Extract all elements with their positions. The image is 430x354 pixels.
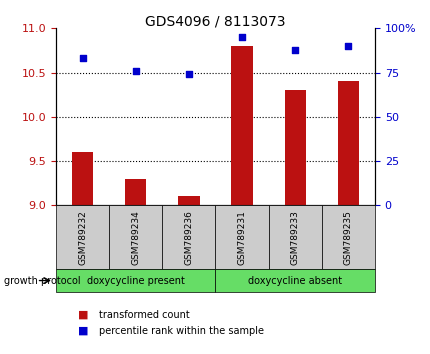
Text: percentile rank within the sample: percentile rank within the sample [99, 326, 264, 336]
Text: GSM789233: GSM789233 [290, 210, 299, 265]
Point [344, 43, 351, 49]
Bar [125, 179, 146, 205]
Point [79, 56, 86, 61]
Text: GSM789231: GSM789231 [237, 210, 246, 265]
Text: GSM789236: GSM789236 [184, 210, 193, 265]
Bar [178, 196, 199, 205]
Text: transformed count: transformed count [99, 310, 190, 320]
Bar [284, 90, 305, 205]
Point [291, 47, 298, 52]
Point [238, 34, 245, 40]
Text: doxycycline present: doxycycline present [86, 275, 184, 286]
Text: GSM789234: GSM789234 [131, 210, 140, 264]
Bar [337, 81, 358, 205]
Bar [72, 152, 93, 205]
Text: ■: ■ [77, 310, 88, 320]
Text: doxycycline absent: doxycycline absent [248, 275, 341, 286]
Text: GSM789235: GSM789235 [343, 210, 352, 265]
Text: ■: ■ [77, 326, 88, 336]
Text: GSM789232: GSM789232 [78, 210, 87, 264]
Bar [231, 46, 252, 205]
Text: growth protocol: growth protocol [4, 275, 81, 286]
Text: GDS4096 / 8113073: GDS4096 / 8113073 [145, 14, 285, 28]
Point [185, 72, 192, 77]
Point [132, 68, 139, 74]
